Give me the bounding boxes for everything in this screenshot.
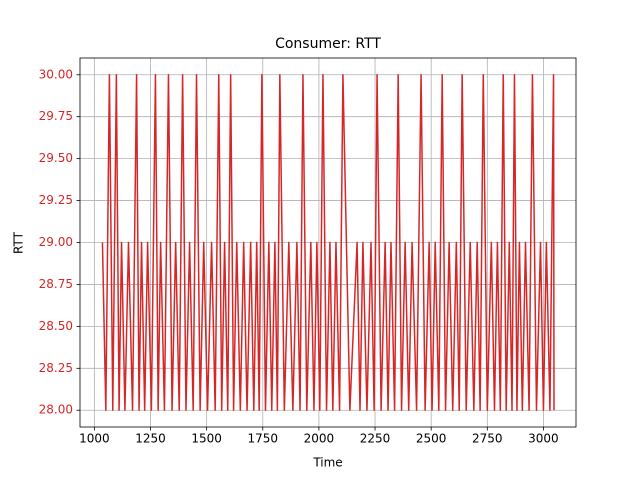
x-tick-label: 1750 [247,432,278,446]
y-tick-label: 28.50 [39,319,73,333]
y-tick-label: 29.25 [39,193,73,207]
data-line [101,74,555,411]
x-tick-label: 2750 [472,432,503,446]
plot-frame [79,57,577,428]
y-tick-label: 29.75 [39,109,73,123]
x-tick-label: 2500 [416,432,447,446]
chart-title: Consumer: RTT [275,36,381,52]
y-tick-label: 28.75 [39,277,73,291]
x-tick-label: 2250 [360,432,391,446]
y-axis-label: RTT [12,231,26,254]
y-tick-label: 29.50 [39,151,73,165]
x-axis-label: Time [312,456,342,470]
y-tick-label: 30.00 [39,67,73,81]
y-tick-label: 29.00 [39,235,73,249]
x-tick-label: 2000 [304,432,335,446]
x-tick-label: 3000 [528,432,559,446]
x-tick-label: 1000 [79,432,110,446]
x-tick-label: 1250 [135,432,166,446]
y-tick-label: 28.00 [39,403,73,417]
x-tick-label: 1500 [191,432,222,446]
y-tick-label: 28.25 [39,361,73,375]
